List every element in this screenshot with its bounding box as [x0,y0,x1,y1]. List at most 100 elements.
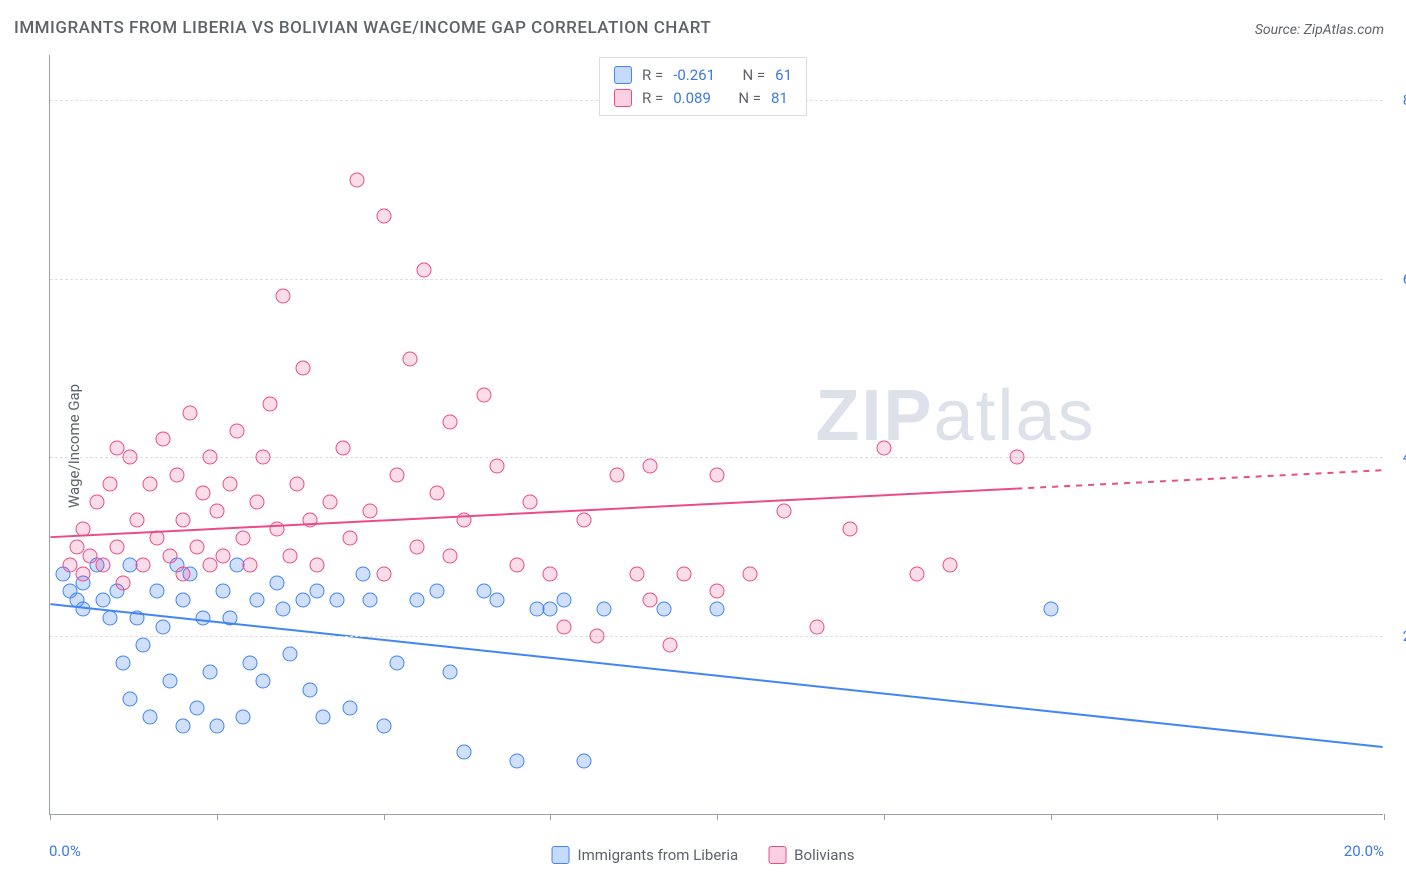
data-point [116,575,131,590]
gridline [50,457,1383,458]
data-point [129,512,144,527]
data-point [343,530,358,545]
data-point [189,539,204,554]
data-point [710,468,725,483]
data-point [276,602,291,617]
data-point [209,504,224,519]
data-point [456,512,471,527]
data-point [303,682,318,697]
data-point [409,593,424,608]
data-point [203,557,218,572]
x-tick [717,814,718,820]
stat-legend-row: R = -0.261 N = 61 [614,64,792,87]
stat-legend-row: R = 0.089 N = 81 [614,87,792,110]
data-point [96,593,111,608]
data-point [236,709,251,724]
data-point [1010,450,1025,465]
data-point [203,450,218,465]
data-point [596,602,611,617]
data-point [96,557,111,572]
data-point [169,468,184,483]
data-point [376,566,391,581]
data-point [489,459,504,474]
data-point [556,593,571,608]
x-tick [1051,814,1052,820]
gridline [50,636,1383,637]
data-point [289,477,304,492]
data-point [89,495,104,510]
data-point [576,512,591,527]
data-point [123,450,138,465]
stat-legend: R = -0.261 N = 61 R = 0.089 N = 81 [599,57,807,116]
data-point [543,566,558,581]
x-tick [884,814,885,820]
data-point [609,468,624,483]
data-point [189,700,204,715]
data-point [576,754,591,769]
data-point [509,557,524,572]
x-axis-label-max: 20.0% [1344,842,1384,860]
data-point [476,584,491,599]
data-point [76,521,91,536]
n-value: 61 [775,64,792,87]
data-point [629,566,644,581]
data-point [416,262,431,277]
data-point [263,396,278,411]
data-point [1043,602,1058,617]
n-label: N = [738,87,761,110]
data-point [349,173,364,188]
data-point [876,441,891,456]
r-value: -0.261 [673,64,715,87]
data-point [389,468,404,483]
data-point [376,718,391,733]
data-point [216,548,231,563]
data-point [129,611,144,626]
data-point [163,548,178,563]
data-point [910,566,925,581]
data-point [109,441,124,456]
legend-item: Immigrants from Liberia [552,846,739,864]
data-point [323,495,338,510]
data-point [309,584,324,599]
n-value: 81 [771,87,788,110]
legend-swatch [614,66,632,84]
data-point [269,521,284,536]
data-point [243,656,258,671]
data-point [943,557,958,572]
data-point [283,548,298,563]
data-point [303,512,318,527]
x-tick [384,814,385,820]
data-point [489,593,504,608]
data-point [429,486,444,501]
data-point [243,557,258,572]
data-point [776,504,791,519]
data-point [363,593,378,608]
data-point [63,557,78,572]
legend-label: Bolivians [794,846,854,864]
data-point [156,620,171,635]
data-point [276,289,291,304]
data-point [83,548,98,563]
x-axis-label-min: 0.0% [49,842,81,860]
data-point [443,664,458,679]
n-label: N = [742,64,765,87]
data-point [296,593,311,608]
data-point [249,495,264,510]
x-tick [1384,814,1385,820]
data-point [523,495,538,510]
trend-lines [50,55,1383,814]
r-label: R = [642,64,663,87]
data-point [196,611,211,626]
data-point [509,754,524,769]
data-point [376,208,391,223]
data-point [256,673,271,688]
data-point [663,638,678,653]
data-point [103,611,118,626]
data-point [196,486,211,501]
legend-label: Immigrants from Liberia [578,846,739,864]
data-point [710,602,725,617]
data-point [316,709,331,724]
data-point [656,602,671,617]
data-point [136,638,151,653]
data-point [123,691,138,706]
